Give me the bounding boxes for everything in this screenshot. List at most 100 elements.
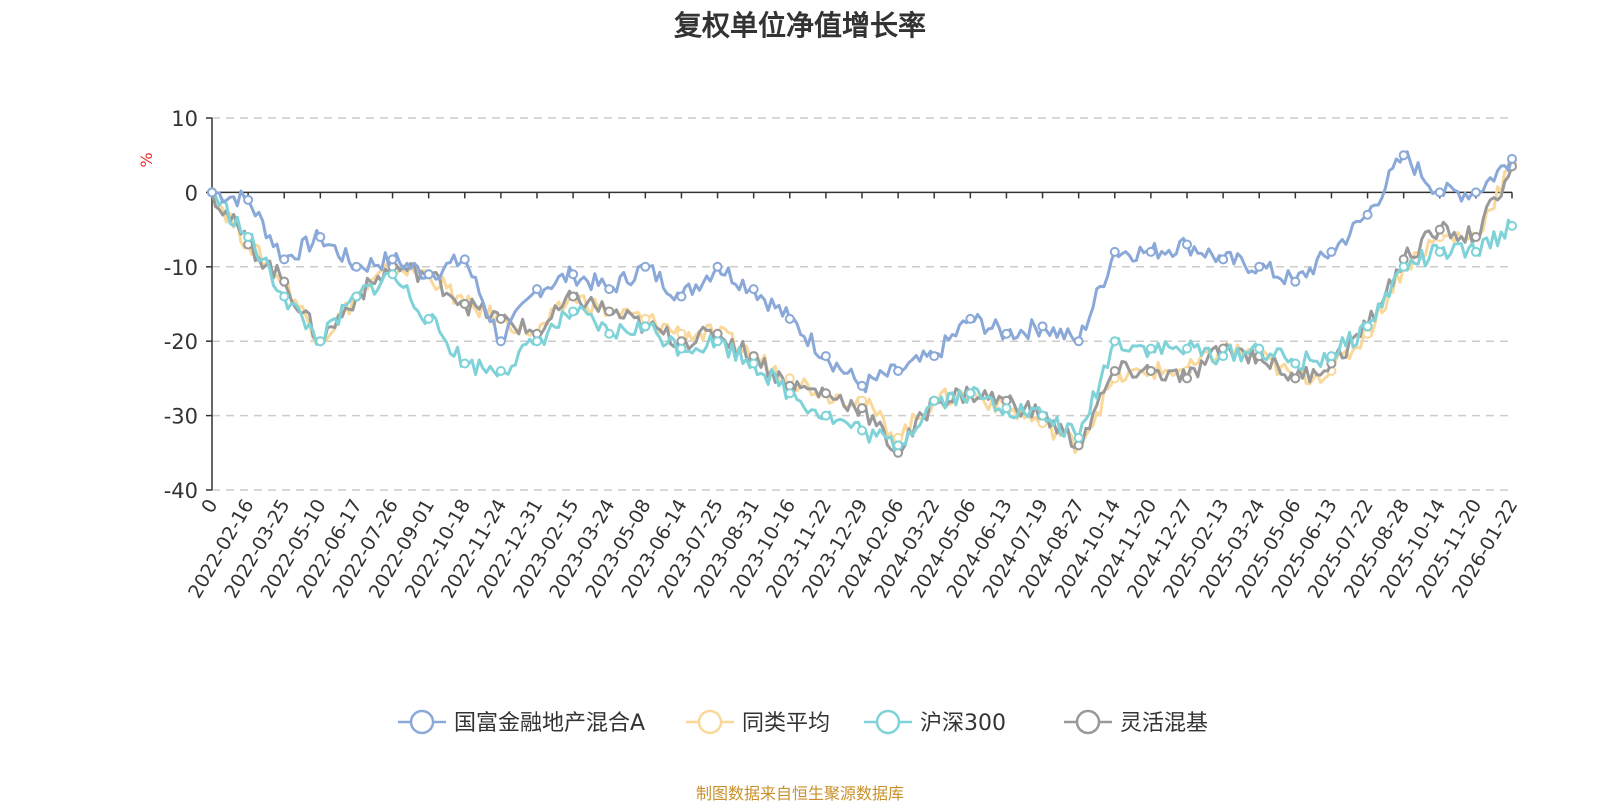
data-point	[243, 194, 254, 205]
data-point	[604, 284, 615, 295]
legend-item-1[interactable]: 同类平均	[686, 709, 830, 736]
data-point	[532, 336, 542, 347]
data-point	[1398, 261, 1409, 272]
data-point	[1507, 220, 1517, 231]
legend-item-2[interactable]: 沪深300	[864, 709, 1006, 736]
data-point	[1109, 246, 1120, 257]
data-point	[820, 351, 831, 362]
data-point	[893, 365, 904, 376]
chart-title: 复权单位净值增长率	[673, 9, 926, 42]
data-point	[1254, 261, 1265, 272]
legend-label: 同类平均	[742, 711, 830, 736]
data-point	[1218, 351, 1229, 362]
legend-marker	[409, 709, 435, 735]
data-point	[351, 291, 362, 302]
data-point	[820, 410, 831, 421]
data-point	[1109, 365, 1120, 376]
legend-label: 国富金融地产混合A	[454, 711, 645, 736]
data-point	[279, 291, 290, 302]
data-point	[784, 388, 795, 399]
legend-marker	[697, 709, 723, 735]
y-tick-label: 0	[185, 181, 198, 205]
data-point	[1037, 410, 1048, 421]
data-point	[568, 291, 579, 302]
data-point	[1182, 239, 1192, 250]
data-point	[1109, 336, 1120, 347]
data-point	[965, 388, 976, 399]
data-point	[784, 313, 795, 324]
data-point	[857, 403, 867, 414]
legend-marker	[875, 709, 901, 735]
legend-label: 灵活混基	[1120, 711, 1208, 736]
data-point	[965, 313, 976, 324]
data-point	[1470, 187, 1481, 198]
data-point	[1434, 246, 1445, 257]
data-point	[676, 343, 687, 354]
series-layer	[207, 150, 1517, 458]
data-point	[712, 336, 723, 347]
data-point	[929, 351, 940, 362]
data-point	[1254, 343, 1265, 354]
data-point	[1326, 351, 1337, 362]
data-point	[387, 269, 398, 280]
data-point	[857, 380, 867, 391]
data-point	[1182, 373, 1192, 384]
data-point	[1145, 343, 1156, 354]
data-point	[387, 254, 398, 265]
y-tick-label: -30	[164, 405, 198, 429]
data-point	[748, 284, 759, 295]
y-tick-label: -40	[164, 479, 198, 503]
data-point	[495, 313, 506, 324]
data-point	[459, 254, 470, 265]
data-point	[1037, 321, 1048, 332]
data-point	[1362, 209, 1373, 220]
data-point	[640, 261, 651, 272]
data-point	[1326, 246, 1337, 257]
data-point	[1398, 150, 1409, 161]
data-point	[1434, 187, 1445, 198]
data-point	[1145, 246, 1156, 257]
data-point	[1182, 343, 1192, 354]
data-point	[1073, 432, 1084, 443]
data-point	[929, 395, 940, 406]
data-point	[1290, 276, 1301, 287]
data-point	[495, 336, 506, 347]
axis-layer: 100-10-20-30-4002022-02-162022-03-252022…	[164, 107, 1523, 602]
legend[interactable]: 国富金融地产混合A 同类平均 沪深300 灵活混基	[398, 709, 1208, 736]
data-point	[315, 336, 326, 347]
data-point	[279, 276, 290, 287]
data-point	[1001, 403, 1012, 414]
data-point	[243, 232, 254, 243]
grid-layer	[212, 117, 1512, 491]
y-tick-label: 10	[171, 107, 198, 131]
data-point	[1470, 232, 1481, 243]
data-point	[1434, 224, 1445, 235]
data-point	[568, 306, 579, 317]
data-point	[820, 388, 831, 399]
data-point	[459, 299, 470, 309]
data-point	[676, 291, 687, 302]
data-point	[640, 321, 651, 332]
data-point	[712, 261, 723, 272]
data-point	[279, 254, 290, 265]
data-point	[857, 425, 867, 436]
legend-item-3[interactable]: 灵活混基	[1064, 709, 1208, 736]
y-tick-label: -10	[164, 256, 198, 280]
data-point	[1073, 336, 1084, 347]
data-point	[495, 365, 506, 376]
data-point	[532, 284, 542, 295]
data-point	[1145, 365, 1156, 376]
legend-label: 沪深300	[920, 711, 1006, 736]
legend-marker	[1075, 709, 1101, 735]
data-point	[423, 269, 434, 280]
x-tick-label: 0	[197, 496, 222, 517]
data-point	[748, 358, 759, 369]
data-source-note: 制图数据来自恒生聚源数据库	[695, 784, 904, 803]
legend-item-0[interactable]: 国富金融地产混合A	[398, 709, 645, 736]
data-point	[1001, 328, 1012, 339]
data-point	[1470, 246, 1481, 257]
data-point	[604, 328, 615, 339]
data-point	[207, 187, 217, 198]
data-point	[1290, 358, 1301, 369]
